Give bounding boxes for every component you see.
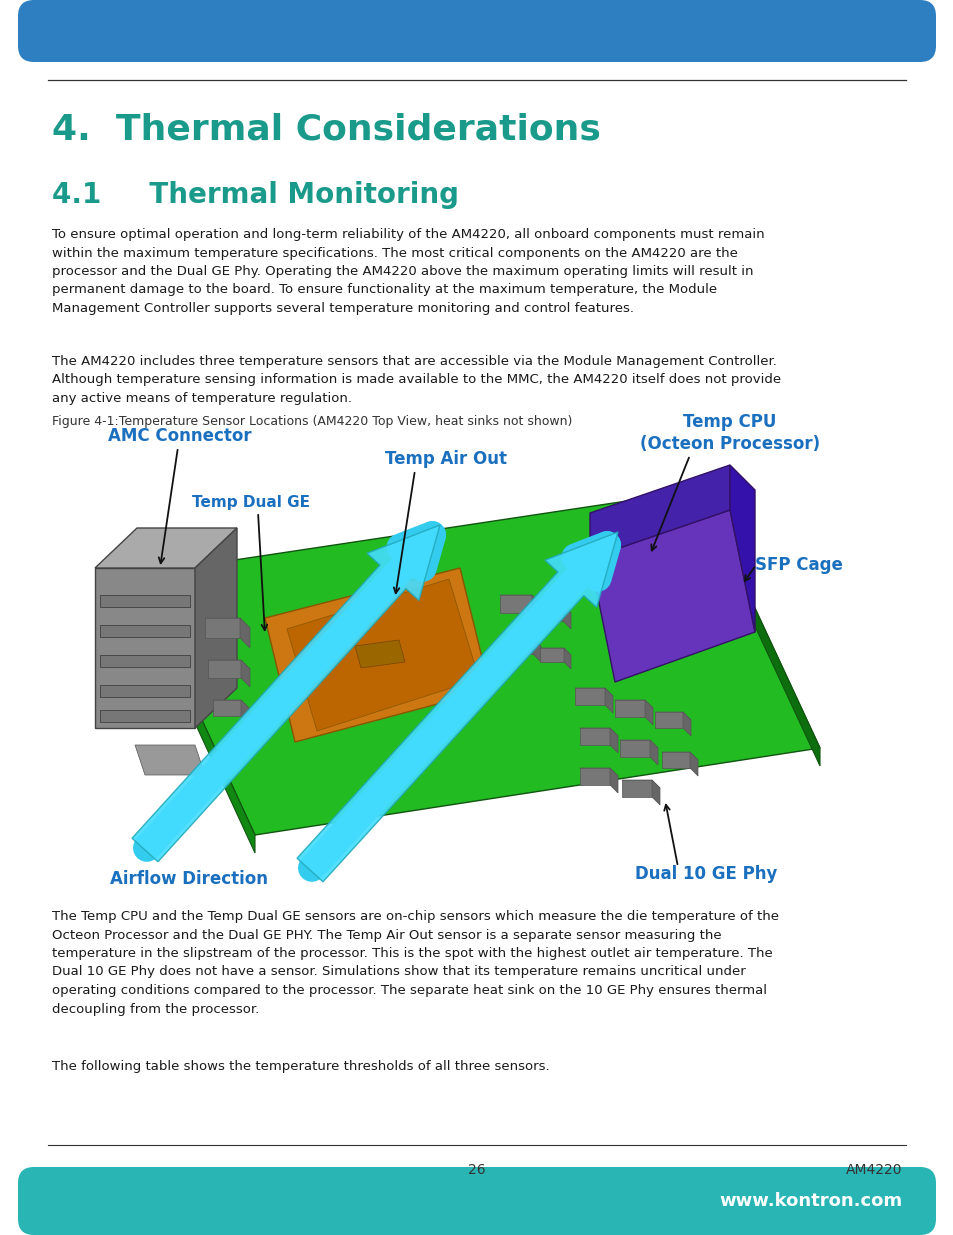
Polygon shape	[287, 579, 478, 731]
Text: SFP Cage: SFP Cage	[754, 556, 842, 574]
Polygon shape	[95, 568, 194, 727]
Text: The AM4220 includes three temperature sensors that are accessible via the Module: The AM4220 includes three temperature se…	[52, 354, 781, 405]
Text: Temp CPU
(Octeon Processor): Temp CPU (Octeon Processor)	[639, 412, 820, 453]
Polygon shape	[265, 568, 490, 742]
Polygon shape	[535, 605, 562, 621]
Polygon shape	[240, 618, 250, 648]
Polygon shape	[532, 595, 540, 622]
FancyBboxPatch shape	[18, 1167, 935, 1235]
Polygon shape	[504, 638, 533, 655]
Polygon shape	[655, 713, 690, 720]
Polygon shape	[609, 727, 618, 753]
Polygon shape	[241, 700, 249, 724]
Polygon shape	[135, 576, 254, 853]
Polygon shape	[135, 490, 820, 835]
Polygon shape	[689, 752, 698, 776]
Polygon shape	[575, 688, 604, 705]
Polygon shape	[619, 740, 658, 748]
Polygon shape	[539, 648, 563, 662]
Polygon shape	[213, 700, 241, 716]
FancyArrow shape	[132, 525, 439, 862]
Polygon shape	[499, 595, 540, 604]
Polygon shape	[213, 700, 249, 708]
Polygon shape	[355, 640, 405, 668]
Text: Temp Air Out: Temp Air Out	[385, 450, 506, 468]
Polygon shape	[135, 745, 205, 776]
Polygon shape	[100, 655, 190, 667]
Text: Dual 10 GE Phy: Dual 10 GE Phy	[635, 864, 777, 883]
Text: 4.  Thermal Considerations: 4. Thermal Considerations	[52, 112, 600, 147]
Polygon shape	[539, 648, 571, 655]
Polygon shape	[651, 781, 659, 805]
Text: 26: 26	[468, 1163, 485, 1177]
Text: To ensure optimal operation and long-term reliability of the AM4220, all onboard: To ensure optimal operation and long-ter…	[52, 228, 763, 315]
Polygon shape	[621, 781, 651, 797]
Polygon shape	[579, 768, 609, 785]
Polygon shape	[615, 700, 644, 718]
Text: AM4220: AM4220	[844, 1163, 901, 1177]
Polygon shape	[499, 595, 532, 613]
Text: www.kontron.com: www.kontron.com	[719, 1192, 901, 1210]
Polygon shape	[208, 659, 250, 669]
Polygon shape	[615, 700, 652, 708]
Polygon shape	[579, 727, 609, 745]
Polygon shape	[661, 752, 698, 760]
Polygon shape	[95, 529, 236, 568]
Text: Temp Dual GE: Temp Dual GE	[192, 495, 310, 510]
Polygon shape	[241, 659, 250, 687]
Text: The Temp CPU and the Temp Dual GE sensors are on-chip sensors which measure the : The Temp CPU and the Temp Dual GE sensor…	[52, 910, 779, 1015]
Polygon shape	[589, 510, 754, 682]
Text: Figure 4-1:Temperature Sensor Locations (AM4220 Top View, heat sinks not shown): Figure 4-1:Temperature Sensor Locations …	[52, 415, 572, 429]
Polygon shape	[579, 768, 618, 776]
Polygon shape	[563, 648, 571, 669]
Polygon shape	[609, 768, 618, 793]
Polygon shape	[562, 605, 571, 629]
Polygon shape	[100, 710, 190, 722]
Text: AMC Connector: AMC Connector	[108, 427, 252, 445]
Polygon shape	[649, 740, 658, 764]
Polygon shape	[100, 685, 190, 697]
Polygon shape	[575, 688, 613, 697]
Polygon shape	[589, 466, 729, 558]
Polygon shape	[205, 618, 250, 629]
Polygon shape	[194, 529, 236, 727]
Polygon shape	[644, 700, 652, 725]
Text: The following table shows the temperature thresholds of all three sensors.: The following table shows the temperatur…	[52, 1060, 549, 1073]
Polygon shape	[504, 638, 540, 646]
Polygon shape	[655, 713, 682, 727]
Polygon shape	[729, 466, 754, 632]
FancyBboxPatch shape	[18, 0, 935, 62]
Text: 4.1     Thermal Monitoring: 4.1 Thermal Monitoring	[52, 182, 458, 209]
FancyArrow shape	[296, 532, 618, 882]
Polygon shape	[535, 605, 571, 613]
Polygon shape	[205, 618, 240, 638]
Polygon shape	[100, 595, 190, 606]
Polygon shape	[208, 659, 241, 678]
Polygon shape	[682, 713, 690, 736]
Polygon shape	[619, 740, 649, 757]
Polygon shape	[700, 490, 820, 766]
Polygon shape	[100, 625, 190, 637]
Polygon shape	[533, 638, 540, 662]
Polygon shape	[604, 688, 613, 713]
Text: Airflow Direction: Airflow Direction	[110, 869, 268, 888]
Polygon shape	[579, 727, 618, 736]
Polygon shape	[621, 781, 659, 788]
Polygon shape	[661, 752, 689, 768]
